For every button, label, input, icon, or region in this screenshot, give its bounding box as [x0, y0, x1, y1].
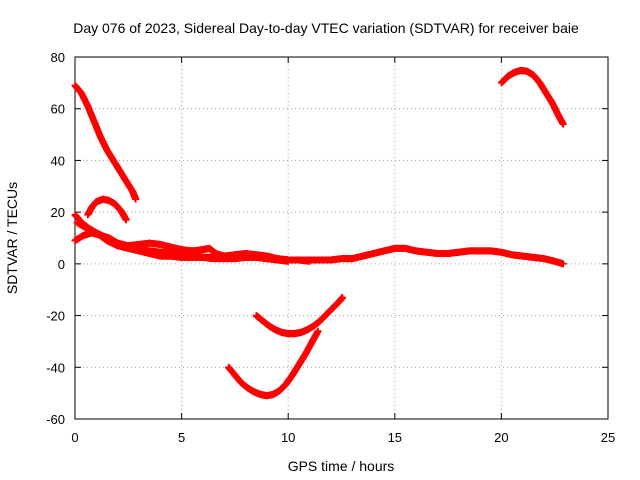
series-arc-2 — [84, 195, 130, 224]
series-arc-3 — [71, 211, 567, 268]
x-tick-label: 15 — [388, 430, 402, 445]
data-point — [339, 293, 347, 301]
y-tick-label: 80 — [51, 50, 65, 65]
grid — [75, 57, 608, 419]
data-point — [314, 327, 322, 335]
series-arc-7 — [225, 327, 322, 400]
data-point — [132, 195, 140, 203]
y-tick-label: -20 — [46, 309, 65, 324]
y-tick-label: -40 — [46, 360, 65, 375]
data-point — [284, 257, 292, 265]
x-tick-label: 25 — [601, 430, 615, 445]
data-point — [306, 257, 314, 265]
chart-title: Day 076 of 2023, Sidereal Day-to-day VTE… — [73, 20, 579, 36]
plot-frame — [74, 56, 609, 420]
y-tick-label: 40 — [51, 153, 65, 168]
x-tick-label: 20 — [494, 430, 508, 445]
x-tick-label: 5 — [178, 430, 185, 445]
x-axis-label: GPS time / hours — [288, 458, 395, 474]
y-tick-label: 20 — [51, 205, 65, 220]
y-tick-label: 0 — [58, 257, 65, 272]
series-arc-1 — [71, 81, 140, 203]
y-tick-label: -60 — [46, 412, 65, 427]
data-point — [122, 216, 130, 224]
series-arc-6 — [252, 293, 347, 338]
data-point — [559, 260, 567, 268]
y-tick-label: 60 — [51, 102, 65, 117]
x-tick-label: 10 — [281, 430, 295, 445]
x-tick-label: 0 — [71, 430, 78, 445]
data-marks — [71, 66, 567, 400]
y-axis-label: SDTVAR / TECUs — [4, 182, 20, 294]
data-point — [559, 120, 567, 128]
series-arc-8 — [497, 66, 567, 128]
series-arc-5 — [73, 218, 292, 265]
ticks: 0 5 10 15 20 25 -60 -40 -20 0 20 40 60 80 — [46, 50, 615, 445]
